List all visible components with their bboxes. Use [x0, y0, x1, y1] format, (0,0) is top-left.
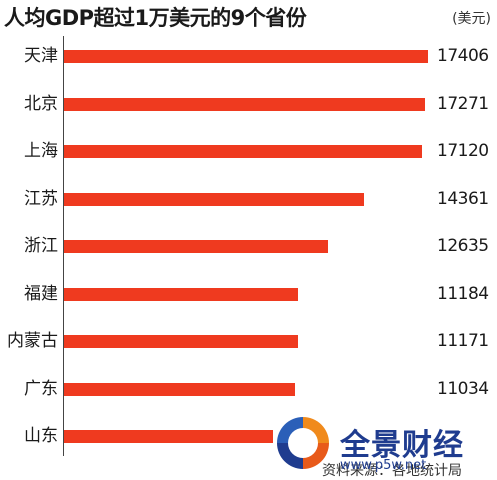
value-label: 11034: [437, 378, 489, 399]
category-label: 福建: [24, 283, 58, 304]
y-axis-line: [63, 36, 64, 456]
category-label: 天津: [24, 46, 58, 66]
category-label: 上海: [24, 141, 58, 161]
bar: [64, 50, 428, 63]
chart-title: 人均GDP超过1万美元的9个省份: [4, 6, 307, 30]
category-label: 浙江: [24, 236, 58, 256]
value-label: 17271: [437, 93, 489, 114]
bar: [64, 335, 298, 348]
category-label: 北京: [24, 93, 58, 114]
watermark: 全景财经 www.p5w.net: [272, 410, 497, 480]
bar: [64, 287, 298, 301]
watermark-name: 全景财经: [340, 428, 464, 463]
watermark-logo-icon: [275, 415, 331, 471]
unit-label: (美元): [452, 11, 491, 27]
bar: [64, 192, 365, 206]
bar: [64, 382, 295, 396]
category-label: 江苏: [24, 188, 58, 209]
category-label: 广东: [24, 378, 58, 399]
value-label: 14361: [437, 188, 489, 209]
category-label: 内蒙古: [7, 331, 58, 351]
value-label: 11184: [437, 283, 489, 304]
bar: [64, 145, 423, 158]
source-note: 资料来源：各地统计局: [322, 463, 462, 479]
value-label: 17120: [437, 141, 489, 161]
category-label: 山东: [24, 426, 58, 446]
bar: [64, 240, 329, 253]
bar: [64, 97, 426, 111]
watermark-url: www.p5w.net: [340, 458, 427, 473]
value-label: 11171: [437, 331, 489, 351]
value-label: 12635: [437, 236, 489, 256]
value-label: 17406: [437, 46, 489, 66]
bar: [64, 430, 274, 443]
